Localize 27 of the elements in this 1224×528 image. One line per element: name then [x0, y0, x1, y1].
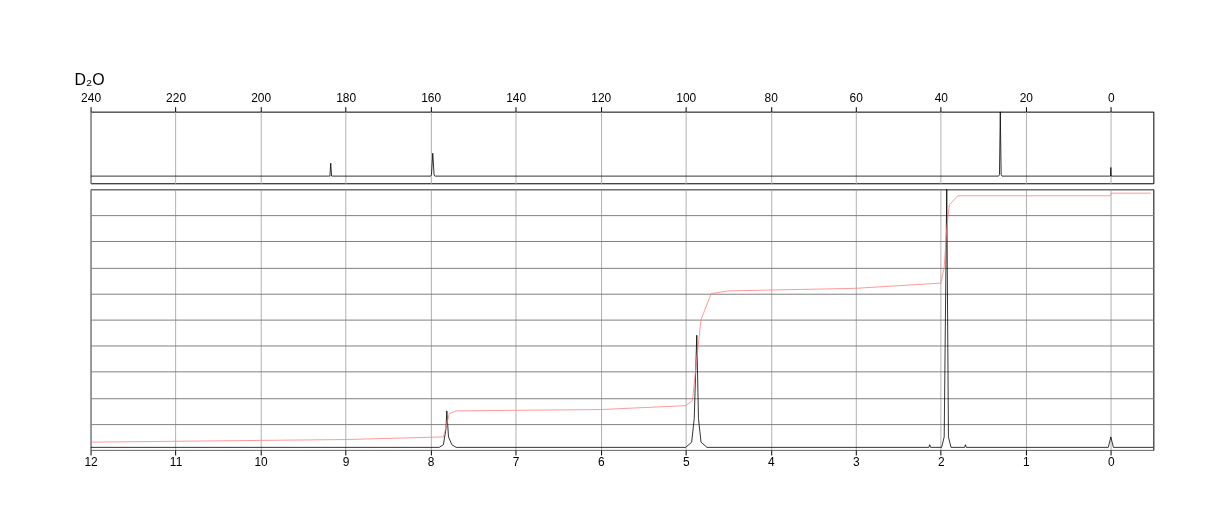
- x-tick-label: 9: [342, 455, 350, 470]
- x-tick-label: 3: [852, 455, 860, 470]
- x-tick-label: 6: [597, 455, 605, 470]
- x-tick-label: 20: [1019, 91, 1034, 106]
- x-tick-label: 120: [591, 91, 612, 106]
- x-tick-label: 160: [421, 91, 442, 106]
- x-tick-label: 60: [849, 91, 864, 106]
- x-tick-label: 0: [1108, 455, 1116, 470]
- x-tick-label: 80: [764, 91, 779, 106]
- x-tick-label: 2: [937, 455, 945, 470]
- x-tick-label: 0: [1108, 91, 1116, 106]
- x-tick-label: 100: [676, 91, 697, 106]
- x-tick-label: 140: [506, 91, 527, 106]
- x-tick-label: 1: [1022, 455, 1030, 470]
- x-tick-label: 11: [169, 455, 183, 470]
- x-tick-label: 5: [682, 455, 690, 470]
- x-tick-label: 240: [81, 91, 102, 106]
- x-tick-label: 4: [767, 455, 775, 470]
- x-tick-label: 10: [254, 455, 269, 470]
- x-tick-label: 220: [166, 91, 187, 106]
- x-tick-label: 12: [84, 455, 99, 470]
- chart-title: D₂O: [74, 70, 105, 88]
- x-tick-label: 40: [934, 91, 949, 106]
- x-tick-label: 200: [251, 91, 272, 106]
- x-tick-label: 7: [512, 455, 520, 470]
- x-tick-label: 8: [427, 455, 435, 470]
- x-tick-label: 180: [336, 91, 357, 106]
